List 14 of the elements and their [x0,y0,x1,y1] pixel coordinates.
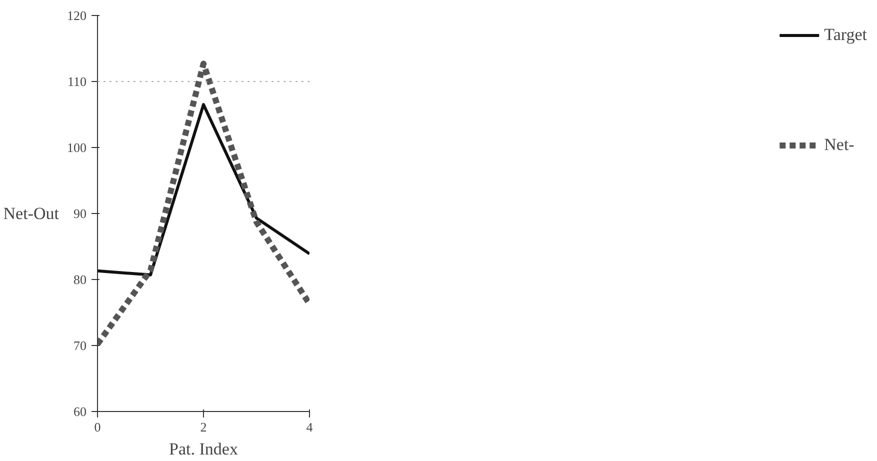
y-tick-label: 80 [74,272,86,287]
y-tick-label: 90 [74,206,86,221]
y-tick-label: 120 [67,8,86,23]
y-tick-label: 70 [74,338,86,353]
x-axis-title: Pat. Index [169,440,238,458]
legend-label: Net- [824,135,854,155]
y-tick-label: 60 [74,404,86,419]
x-tick-label: 2 [200,420,207,434]
x-tick-label: 4 [306,420,314,434]
y-axis-title: Net-Out [3,204,60,223]
y-tick-label: 110 [67,74,87,89]
y-tick-label: 100 [67,140,86,155]
legend-label: Target [824,25,867,45]
x-tick-label: 0 [94,420,101,434]
